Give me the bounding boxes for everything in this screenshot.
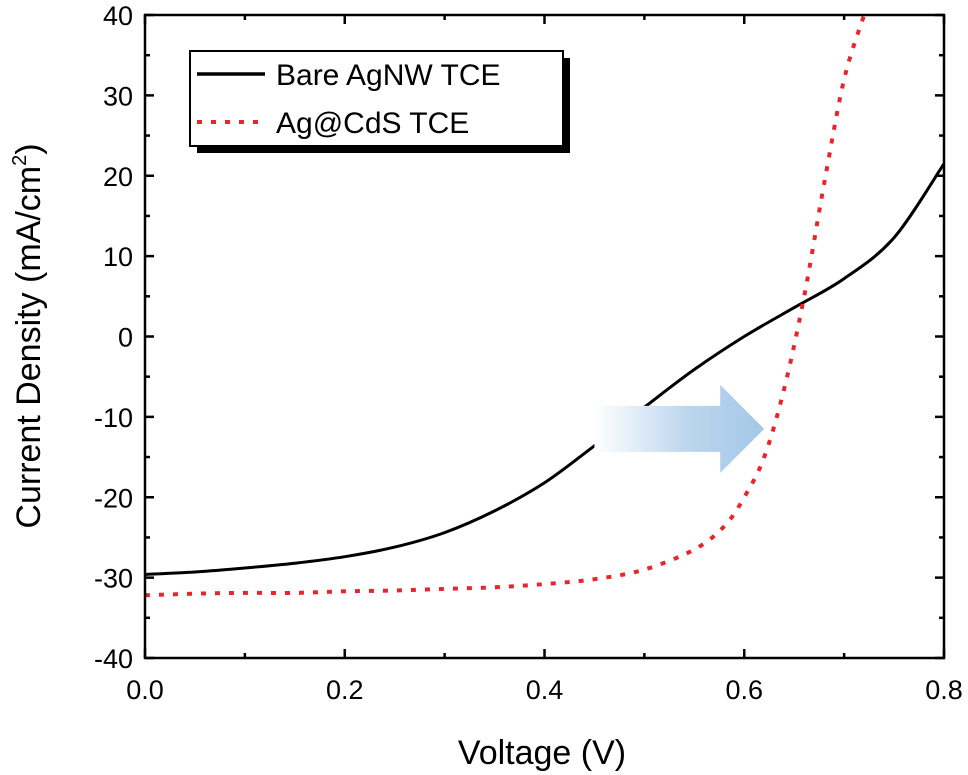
legend: Bare AgNW TCE Ag@CdS TCE (189, 50, 570, 153)
series-line-bare-agnw (145, 162, 944, 576)
annotation-layer (594, 384, 765, 473)
y-axis-title-suffix: ) (10, 143, 48, 154)
y-tick-label: -10 (94, 403, 133, 433)
y-tick-label: -30 (94, 564, 133, 594)
y-tick-label: 40 (103, 1, 133, 31)
x-tick-label: 0.0 (126, 675, 164, 705)
tick-label-layer: 0.0 0.2 0.4 0.6 0.8 -40 -30 -20 -10 0 10 20 30 40 (94, 1, 963, 705)
x-tick-label: 0.2 (326, 675, 364, 705)
y-axis-title-main: Current Density (mA/cm (10, 166, 48, 529)
series-layer (145, 15, 944, 598)
y-tick-label: 10 (103, 242, 133, 272)
y-tick-label: -20 (94, 483, 133, 513)
y-tick-label: 30 (103, 81, 133, 111)
y-tick-label: 20 (103, 162, 133, 192)
y-tick-label: 0 (118, 323, 133, 353)
legend-label-bare-agnw: Bare AgNW TCE (276, 59, 501, 92)
x-tick-label: 0.4 (526, 675, 564, 705)
x-tick-label: 0.8 (925, 675, 963, 705)
y-tick-label: -40 (94, 644, 133, 674)
x-axis-title: Voltage (V) (458, 734, 626, 772)
legend-box (189, 50, 564, 147)
shift-arrow-annotation (594, 384, 765, 473)
axes-layer (143, 13, 946, 660)
x-tick-label: 0.6 (725, 675, 763, 705)
legend-label-ag-cds: Ag@CdS TCE (276, 107, 469, 140)
y-axis-title-superscript: 2 (9, 155, 31, 166)
y-axis-title: Current Density (mA/cm2) (9, 143, 48, 528)
